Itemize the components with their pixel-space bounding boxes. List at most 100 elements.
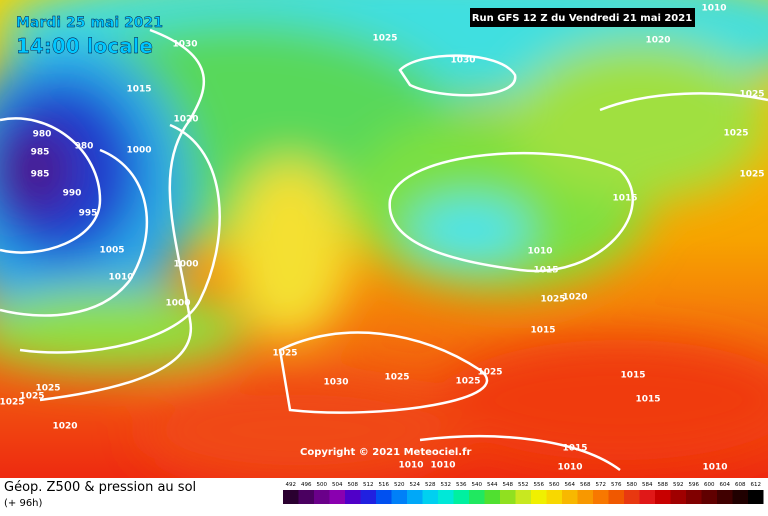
scale-swatch — [577, 490, 593, 504]
scale-swatch — [732, 490, 748, 504]
scale-swatch — [484, 490, 500, 504]
isobar-label: 1010 — [108, 273, 133, 283]
scale-label: 524 — [410, 482, 421, 488]
scale-label: 544 — [487, 482, 498, 488]
isobar-label: 1010 — [701, 4, 726, 14]
scale-swatch — [391, 490, 407, 504]
scale-label: 512 — [363, 482, 374, 488]
isobar-label: 1000 — [126, 146, 151, 156]
scale-label: 612 — [751, 482, 762, 488]
isobar-label: 1025 — [19, 392, 44, 402]
valid-date: Mardi 25 mai 2021 — [16, 15, 163, 31]
scale-label: 588 — [658, 482, 669, 488]
isobar-label: 1025 — [35, 384, 60, 394]
scale-label: 572 — [596, 482, 607, 488]
isobar-label: 1025 — [739, 170, 764, 180]
scale-label: 608 — [735, 482, 746, 488]
scale-swatch — [422, 490, 438, 504]
isobar-label: 1025 — [455, 377, 480, 387]
scale-swatch — [639, 490, 655, 504]
scale-swatch — [717, 490, 733, 504]
isobar-label: 1025 — [540, 295, 565, 305]
isobar-label: 985 — [31, 170, 50, 180]
scale-label: 540 — [472, 482, 483, 488]
scale-label: 548 — [503, 482, 514, 488]
run-info: Run GFS 12 Z du Vendredi 21 mai 2021 — [472, 13, 692, 24]
scale-swatch — [407, 490, 423, 504]
field — [0, 0, 768, 480]
scale-label: 604 — [720, 482, 731, 488]
scale-swatch — [608, 490, 624, 504]
valid-time: 14:00 locale — [16, 34, 153, 58]
isobar-label: 1015 — [533, 266, 558, 276]
isobar-label: 1010 — [557, 463, 582, 473]
scale-label: 596 — [689, 482, 700, 488]
scale-swatch — [314, 490, 330, 504]
isobar-label: 1010 — [398, 461, 423, 471]
scale-label: 496 — [301, 482, 312, 488]
isobar-label: 1010 — [702, 463, 727, 473]
scale-swatch — [376, 490, 392, 504]
isobar-label: 1015 — [530, 326, 555, 336]
scale-label: 568 — [580, 482, 591, 488]
scale-swatch — [670, 490, 686, 504]
isobar-label: 1015 — [612, 194, 637, 204]
color-scale: 492 496 500 504 508 512 516 520 524 528 532 536 540 5… — [283, 482, 764, 504]
scale-swatch — [593, 490, 609, 504]
scale-label: 500 — [317, 482, 328, 488]
scale-swatch — [686, 490, 702, 504]
isobar-label: 995 — [79, 209, 98, 219]
isobar-label: 1000 — [165, 299, 190, 309]
scale-swatch — [345, 490, 361, 504]
scale-swatch — [562, 490, 578, 504]
scale-label: 504 — [332, 482, 343, 488]
scale-label: 492 — [286, 482, 297, 488]
isobar-label: 1030 — [172, 40, 197, 50]
isobar-label: 980 — [75, 142, 94, 152]
scale-swatch — [329, 490, 345, 504]
scale-swatch — [469, 490, 485, 504]
isobar-label: 1025 — [723, 129, 748, 139]
scale-label: 580 — [627, 482, 638, 488]
isobar-label: 1025 — [272, 349, 297, 359]
scale-label: 528 — [425, 482, 436, 488]
copyright: Copyright © 2021 Meteociel.fr — [300, 447, 471, 458]
scale-swatch — [453, 490, 469, 504]
scale-label: 516 — [379, 482, 390, 488]
isobar-label: 1030 — [323, 378, 348, 388]
isobar-label: 1025 — [477, 368, 502, 378]
scale-label: 576 — [611, 482, 622, 488]
scale-swatch — [748, 490, 764, 504]
isobar-label: 1005 — [99, 246, 124, 256]
scale-label: 600 — [704, 482, 715, 488]
isobar-label: 1010 — [430, 461, 455, 471]
isobar-label: 980 — [33, 130, 52, 140]
scale-swatch — [624, 490, 640, 504]
scale-swatch — [360, 490, 376, 504]
scale-label: 552 — [518, 482, 529, 488]
scale-swatch — [655, 490, 671, 504]
isobar-label: 1015 — [620, 371, 645, 381]
scale-swatch — [283, 490, 299, 504]
isobar-label: 1020 — [173, 115, 198, 125]
isobar-label: 1030 — [450, 56, 475, 66]
scale-swatch — [701, 490, 717, 504]
scale-swatch — [515, 490, 531, 504]
scale-label: 592 — [673, 482, 684, 488]
isobar-label: 1020 — [645, 36, 670, 46]
isobar-label: 1015 — [635, 395, 660, 405]
isobar-label: 990 — [63, 189, 82, 199]
isobar-label: 1020 — [52, 422, 77, 432]
scale-label: 520 — [394, 482, 405, 488]
scale-label: 532 — [441, 482, 452, 488]
isobar-label: 1025 — [372, 34, 397, 44]
scale-label: 556 — [534, 482, 545, 488]
scale-swatch — [500, 490, 516, 504]
scale-swatch — [546, 490, 562, 504]
scale-swatch — [531, 490, 547, 504]
isobar-label: 1010 — [527, 247, 552, 257]
isobar-label: 1000 — [173, 260, 198, 270]
